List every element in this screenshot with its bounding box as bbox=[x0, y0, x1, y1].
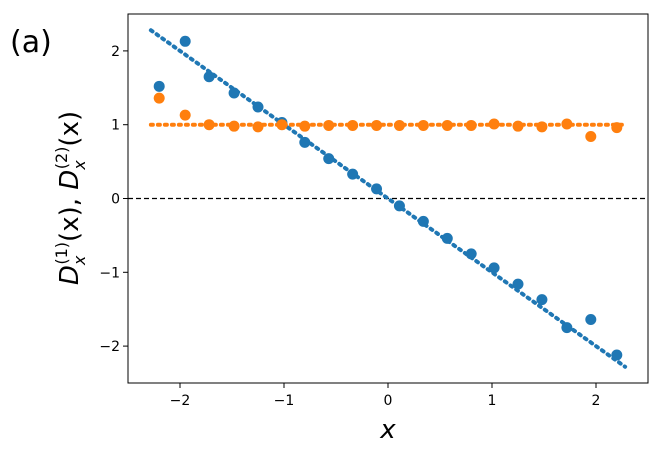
series-2-point bbox=[153, 92, 165, 104]
series-1-point bbox=[179, 35, 191, 47]
x-tick-label: −2 bbox=[170, 393, 191, 409]
series-1-point bbox=[611, 349, 623, 361]
series-2-point bbox=[371, 119, 383, 131]
y-tick-label: −2 bbox=[99, 339, 120, 355]
series-2-point bbox=[611, 122, 623, 134]
series-2-point bbox=[179, 109, 191, 121]
series-1-point bbox=[228, 87, 240, 99]
series-1-point bbox=[585, 314, 597, 326]
y-tick-label: 1 bbox=[111, 118, 120, 134]
y-axis-label: Dx(1)(x), Dx(2)(x) bbox=[52, 111, 89, 285]
series-1-point bbox=[465, 248, 477, 260]
plot-area: −2 −1 0 1 2 −2 −1 0 1 2 bbox=[99, 13, 649, 409]
series-2-point bbox=[585, 131, 597, 143]
x-tick-label: 0 bbox=[384, 393, 393, 409]
y-label-d2-sup: (2) bbox=[52, 147, 71, 170]
series-2-point bbox=[393, 119, 405, 131]
fit-line-1 bbox=[148, 28, 628, 369]
series-2-point bbox=[561, 118, 573, 130]
series-2-point bbox=[299, 120, 311, 132]
series-2-point bbox=[252, 121, 264, 133]
series-2-point bbox=[536, 121, 548, 133]
series-2-point bbox=[228, 120, 240, 132]
series-2-point bbox=[465, 119, 477, 131]
y-label-d1-arg: (x), bbox=[55, 190, 85, 242]
y-tick-label: −1 bbox=[99, 265, 120, 281]
y-tick-label: 2 bbox=[111, 44, 120, 60]
y-label-d1-sub: x bbox=[70, 255, 89, 266]
series-1-point bbox=[561, 322, 573, 334]
series-1-point bbox=[252, 101, 264, 113]
panel-label: (a) bbox=[10, 25, 52, 60]
series-1-point bbox=[441, 232, 453, 244]
series-2-point bbox=[488, 118, 500, 130]
series-1-point bbox=[299, 136, 311, 148]
series-1-point bbox=[153, 80, 165, 92]
series-1-point bbox=[203, 71, 215, 83]
y-label-d2-sub: x bbox=[70, 160, 89, 171]
series-2-point bbox=[417, 119, 429, 131]
series-2-point bbox=[441, 119, 453, 131]
y-label-d1: D bbox=[55, 265, 85, 285]
y-label-d2: D bbox=[55, 170, 85, 190]
series-1-point bbox=[323, 153, 335, 165]
x-tick-label: 2 bbox=[592, 393, 601, 409]
y-label-d2-arg: (x) bbox=[55, 111, 85, 147]
y-label-d1-sup: (1) bbox=[52, 242, 71, 265]
y-tick-label: 0 bbox=[111, 192, 120, 208]
series-1-point bbox=[371, 183, 383, 195]
x-axis-label: x bbox=[379, 415, 396, 445]
series-2-point bbox=[347, 119, 359, 131]
series-2-point bbox=[276, 119, 288, 131]
series-1-point bbox=[417, 215, 429, 227]
series-2-point bbox=[512, 120, 524, 132]
x-tick-label: −1 bbox=[274, 393, 295, 409]
series-2-point bbox=[323, 119, 335, 131]
series-2-point bbox=[203, 119, 215, 131]
series-1-point bbox=[393, 200, 405, 212]
x-tick-label: 1 bbox=[488, 393, 497, 409]
series-1-point bbox=[536, 294, 548, 306]
series-1-point bbox=[512, 278, 524, 290]
series-1-point bbox=[347, 168, 359, 180]
series-1-point bbox=[488, 262, 500, 274]
